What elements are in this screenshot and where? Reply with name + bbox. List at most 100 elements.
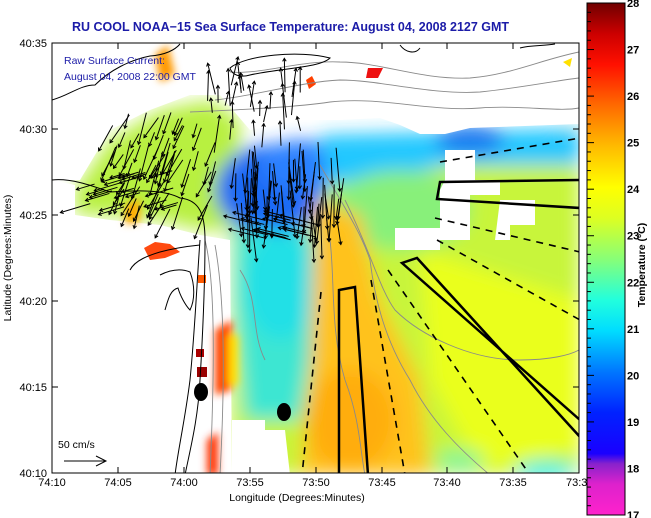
current-vector (249, 80, 257, 107)
current-vector (171, 118, 180, 135)
current-vector (251, 119, 256, 136)
current-vector (262, 216, 288, 226)
surface-current-vectors (59, 55, 345, 264)
current-vector (295, 207, 302, 240)
current-vector (317, 141, 322, 181)
current-vector (204, 142, 216, 167)
axis-ticks (51, 42, 580, 474)
current-vector (180, 173, 190, 197)
current-vector (130, 168, 141, 200)
current-vector (157, 152, 169, 188)
current-vector (253, 228, 288, 240)
x-tick-label: 74:05 (104, 477, 132, 489)
station-marker (194, 383, 208, 401)
current-annotation-line1: Raw Surface Current: (64, 55, 165, 67)
x-tick-label: 74:00 (170, 477, 198, 489)
current-vector (319, 213, 325, 260)
current-vector (112, 154, 124, 170)
current-vector (250, 217, 259, 263)
current-vector (262, 189, 268, 211)
current-vector (290, 80, 297, 116)
current-vector (121, 173, 135, 179)
current-vector (191, 123, 198, 139)
y-tick-label: 40:15 (19, 382, 47, 394)
current-vector (152, 134, 164, 161)
current-vector (92, 186, 118, 196)
current-vector (136, 112, 147, 146)
x-tick-label: 73:3 (566, 477, 587, 489)
current-vector (335, 178, 345, 226)
current-vector (120, 208, 130, 228)
current-vector (263, 104, 269, 123)
current-vector (121, 172, 146, 181)
colorbar-tick-label: 18 (627, 463, 639, 475)
current-vector (240, 226, 269, 236)
colorbar-tick-label: 19 (627, 417, 639, 429)
current-vector (280, 92, 286, 130)
current-vector (231, 210, 265, 221)
x-axis: 74:10 74:05 74:00 73:55 73:50 73:45 73:4… (38, 477, 587, 504)
current-vector (256, 227, 289, 237)
colorbar-tick-label: 26 (627, 91, 639, 103)
current-vector (172, 125, 185, 150)
scale-arrow-label: 50 cm/s (58, 439, 95, 451)
y-tick-label: 40:35 (19, 38, 47, 50)
current-vector (143, 199, 167, 209)
current-vector (278, 67, 284, 87)
current-vector (97, 125, 114, 152)
colorbar-tick-label: 22 (627, 277, 639, 289)
current-vector (161, 137, 170, 158)
current-vector (297, 66, 303, 93)
current-vector (132, 205, 140, 230)
current-vector (320, 177, 326, 219)
current-annotation-line2: August 04, 2008 22:00 GMT (64, 71, 197, 83)
current-vector (229, 158, 236, 190)
current-vector (127, 198, 137, 218)
current-vector (291, 67, 298, 97)
current-vector (130, 133, 140, 149)
current-vector (233, 173, 238, 202)
current-vector (100, 146, 117, 182)
current-vector (327, 194, 333, 243)
current-vector (231, 81, 239, 102)
plot-area: Raw Surface Current: August 04, 2008 22:… (52, 43, 579, 473)
current-vector (75, 183, 95, 191)
current-vector (245, 198, 251, 249)
x-tick-label: 73:55 (236, 477, 264, 489)
current-vector (295, 115, 302, 131)
current-vector (148, 132, 156, 148)
x-tick-label: 73:50 (302, 477, 330, 489)
colorbar-ticks (587, 2, 594, 516)
current-vector (146, 164, 157, 184)
current-vector (170, 196, 184, 231)
y-tick-label: 40:20 (19, 296, 47, 308)
current-vector (280, 82, 287, 118)
current-vector (109, 145, 118, 167)
current-vector (335, 147, 342, 193)
current-vector (151, 165, 161, 179)
current-vector (148, 197, 161, 221)
current-vector (207, 170, 217, 193)
current-vector (294, 158, 300, 191)
current-vector (334, 198, 340, 221)
transect-boxes (337, 178, 579, 473)
current-vector (191, 127, 202, 152)
current-vector (226, 67, 231, 107)
scale-arrow-icon (64, 455, 108, 467)
current-vector (173, 125, 183, 142)
current-vector (300, 174, 307, 200)
current-vector (240, 202, 247, 244)
colorbar: 28 27 26 25 24 23 22 21 20 19 18 17 Temperature (°C… (586, 0, 648, 518)
current-vector (144, 187, 174, 198)
current-vector (97, 206, 125, 216)
current-vector (120, 187, 134, 194)
current-vector (227, 227, 267, 239)
current-vector (113, 190, 138, 200)
current-vector (153, 170, 173, 178)
current-vector (109, 114, 130, 144)
station-marker (277, 403, 291, 421)
current-vector (281, 225, 307, 234)
colorbar-gradient (586, 2, 626, 516)
current-vector (324, 193, 331, 220)
current-vector (282, 227, 309, 236)
